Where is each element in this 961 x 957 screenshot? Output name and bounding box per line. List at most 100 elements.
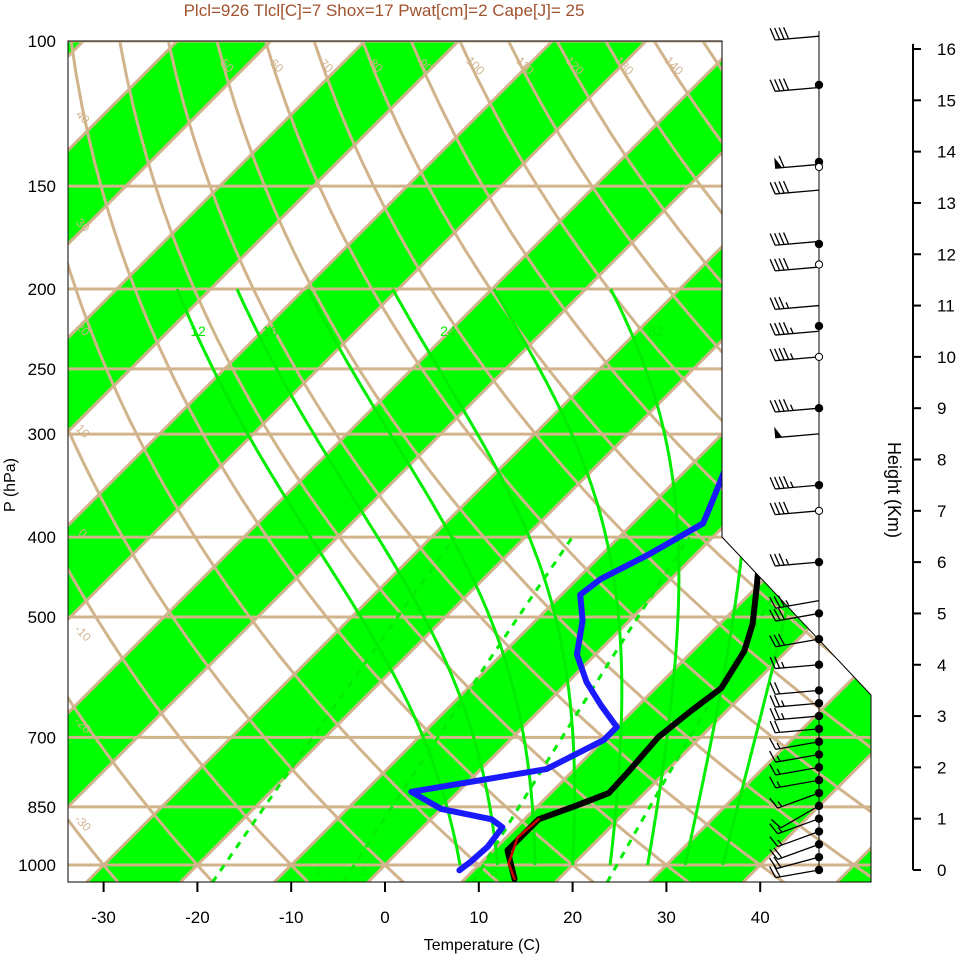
height-tick-label: 4 [937,656,946,675]
y-axis-title: P (hPa) [2,458,19,512]
wind-barb [769,737,820,750]
dry-adiabat [166,41,790,882]
wind-barb [769,830,820,848]
dry-adiabat [118,41,695,882]
isotherm-line [68,41,835,882]
pressure-tick-label: 150 [28,177,56,196]
dry-adiabat [68,41,409,882]
height-tick-label: 7 [937,502,946,521]
height-tick-label: 15 [937,91,956,110]
wind-barb [769,501,820,516]
moist-adiabat [235,288,500,866]
wind-barb [769,656,820,670]
wind-barb [769,180,820,195]
dry-adiabat [68,41,218,882]
wind-barb [769,720,820,734]
height-dot [814,801,824,811]
height-tick-label: 14 [937,143,956,162]
height-dot-open [814,506,824,515]
isotherm-label: 20 [789,587,816,614]
pressure-axis: 100 150 200 250 300 400 500 700 850 1000 [18,32,56,875]
dry-adiabat [68,41,313,882]
wind-barb [768,856,820,870]
x-tick-label: -20 [185,908,210,927]
wind-barb [774,426,820,439]
isotherm-line [179,41,871,882]
dry-adiabat [68,41,123,882]
pressure-tick-label: 200 [28,280,56,299]
x-tick-label: 40 [751,908,770,927]
wind-barb [769,553,820,567]
height-dot [814,788,824,798]
dry-adiabat [215,41,871,882]
parcel-curve [507,818,540,881]
moist-adiabat [492,288,624,866]
height-dot [814,699,824,708]
height-dot [814,80,824,90]
dry-adiabat [264,41,871,882]
wind-barb [769,792,820,809]
height-tick-label: 3 [937,707,946,726]
moist-adiabat [609,288,681,866]
isotherm-line [68,41,648,882]
wind-barb [769,694,820,708]
wind-profile [768,26,824,879]
dry-adiabat [409,41,871,882]
pressure-tick-label: 400 [28,528,56,547]
wind-barb [769,347,820,362]
height-tick-label: 2 [937,758,946,777]
mixing-ratio-line [605,536,811,882]
isotherm-label: 10 [721,341,748,368]
mixing-label: 8 [490,863,498,879]
height-tick-label: 16 [937,40,956,59]
x-tick-label: -10 [279,908,304,927]
height-dot-open [814,352,824,361]
height-tick-label: 5 [937,604,946,623]
moist-adiabat [175,288,462,866]
green-band [68,41,459,882]
height-dot [814,724,824,734]
height-tick-label: 11 [937,297,955,316]
x-tick-label: 30 [657,908,676,927]
wind-barb [769,707,820,721]
wind-barb [769,818,820,835]
mixing-ratio-lines [211,536,811,882]
height-tick-label: 0 [937,861,946,880]
wind-barb [769,681,820,695]
height-dot [814,711,824,721]
mixing-label: 3 [360,863,368,879]
x-tick-label: 10 [469,908,488,927]
dry-adiabat [458,41,871,882]
wind-barb [769,26,820,41]
height-dot [814,480,824,490]
x-axis-title: Temperature (C) [424,937,540,954]
pressure-tick-label: 100 [28,32,56,51]
pressure-tick-label: 850 [28,798,56,817]
wind-barb [769,776,820,789]
height-tick-label: 6 [937,553,946,572]
height-axis-title: Height (Km) [884,442,904,538]
height-dot [814,403,824,413]
height-tick-label: 12 [937,245,956,264]
wind-barb [769,78,820,92]
pressure-tick-label: 700 [28,728,56,747]
moist-label: 24 [440,323,456,339]
mixing-ratio-line [471,536,691,882]
dry-adiabat [946,41,961,886]
dry-adiabat [68,41,504,882]
isotherm-line [68,41,366,882]
x-tick-label: 20 [563,908,582,927]
isotherm-label: 10 [745,535,772,562]
height-dot [814,634,824,644]
height-tick-label: 9 [937,399,946,418]
height-dot [814,686,824,695]
isotherm-label: 0 [724,456,744,476]
wind-barb [769,750,820,763]
wind-barb [769,595,820,609]
wind-barb [770,805,820,829]
wind-barb [769,257,820,272]
dewpoint-curve [408,41,871,874]
moist-label: 12 [190,323,206,339]
height-dot [814,763,824,772]
